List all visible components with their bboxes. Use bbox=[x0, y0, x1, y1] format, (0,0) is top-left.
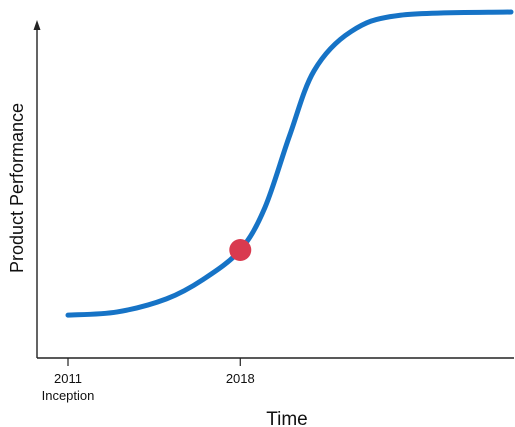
x-axis-title: Time bbox=[266, 409, 308, 427]
x-tick-sublabel-inception: Inception bbox=[42, 388, 95, 403]
current-position-marker bbox=[229, 238, 252, 261]
y-axis-arrowhead bbox=[33, 20, 41, 30]
x-tick-label-2011: 2011 bbox=[54, 371, 82, 386]
y-axis-title: Product Performance bbox=[7, 103, 27, 273]
x-tick-label-2018: 2018 bbox=[226, 371, 255, 386]
performance-s-curve bbox=[65, 9, 514, 318]
